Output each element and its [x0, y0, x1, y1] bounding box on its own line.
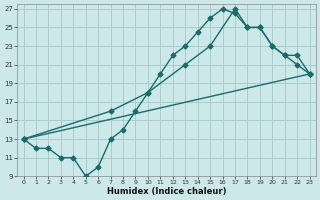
- X-axis label: Humidex (Indice chaleur): Humidex (Indice chaleur): [107, 187, 226, 196]
